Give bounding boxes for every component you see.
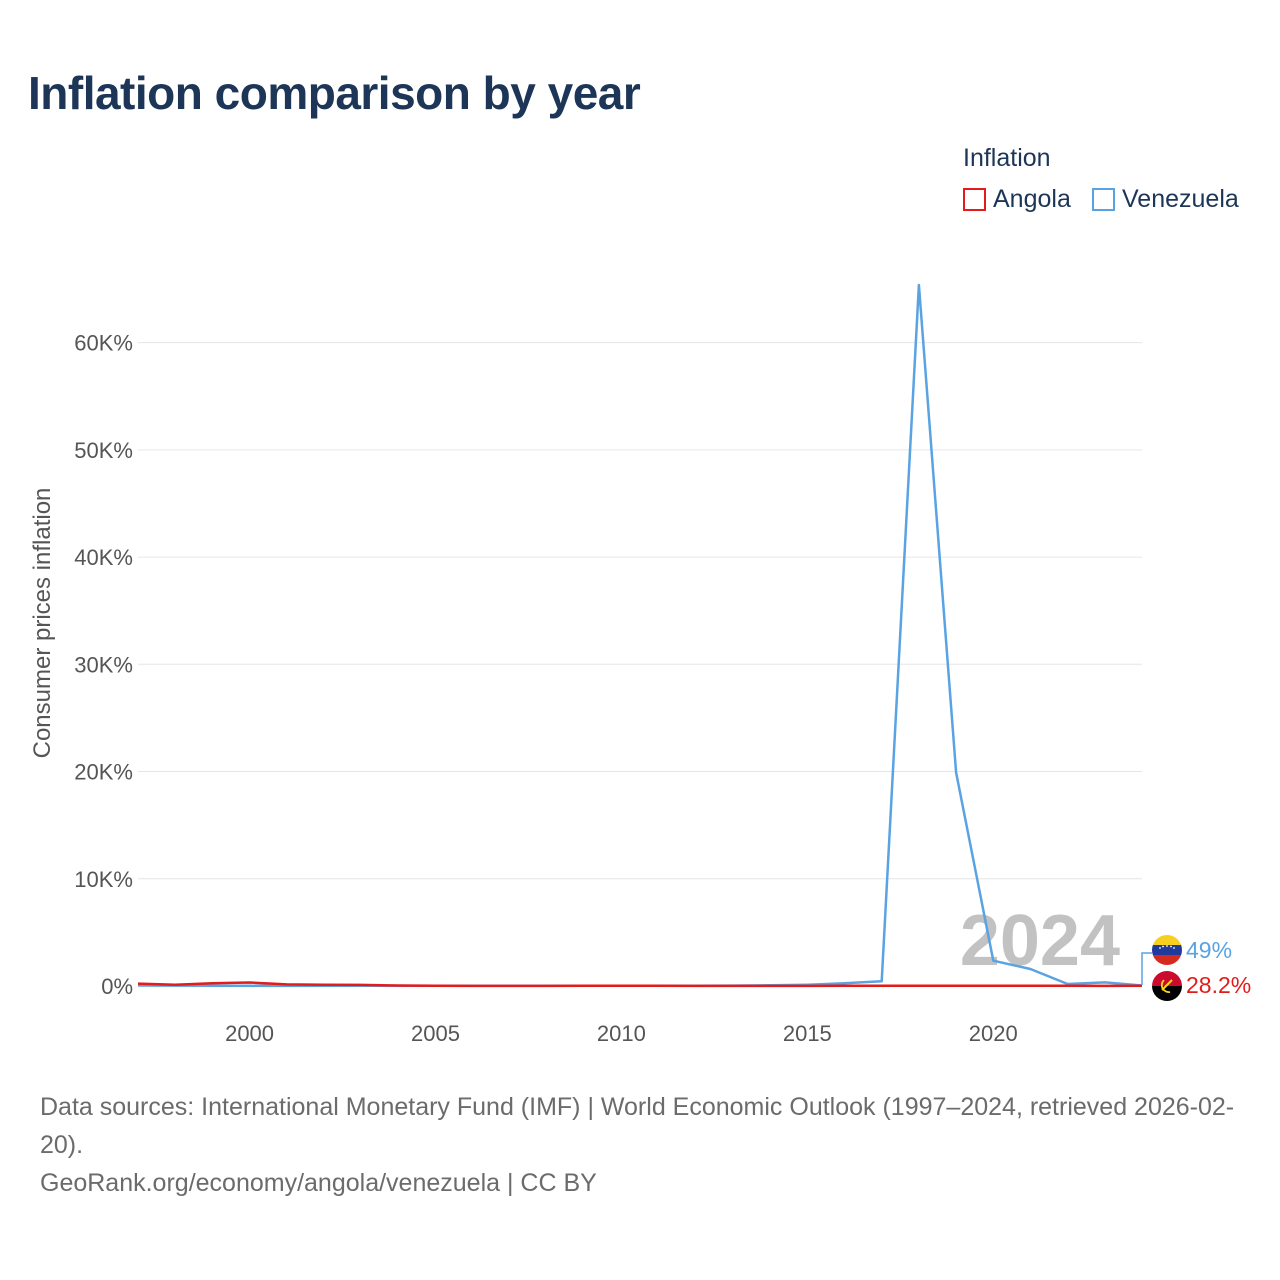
y-tick-label: 60K% xyxy=(74,331,133,356)
legend-label-angola: Angola xyxy=(993,185,1071,213)
end-labels: 49% 28.2% xyxy=(1141,935,1251,1001)
legend-item-venezuela[interactable]: Venezuela xyxy=(1092,185,1239,214)
y-axis-label: Consumer prices inflation xyxy=(29,488,56,759)
y-axis-ticks: 0% 10K% 20K% 30K% 40K% 50K% 60K% xyxy=(74,331,133,999)
y-tick-label: 20K% xyxy=(74,760,133,785)
series-line-angola[interactable] xyxy=(137,981,1143,988)
line-chart: 0%10K%20K%30K%40K%50K%60K% 2000 2005 2010 2… xyxy=(29,283,1251,1046)
y-tick-label: 30K% xyxy=(74,652,133,677)
series-lines xyxy=(137,283,1143,988)
series-line-venezuela[interactable] xyxy=(137,283,1143,988)
y-tick-label: 10K% xyxy=(74,867,133,892)
y-gridlines xyxy=(138,342,1142,880)
source-link[interactable]: GeoRank.org/economy/angola/venezuela | C… xyxy=(40,1169,597,1197)
source-line: Data sources: International Monetary Fun… xyxy=(40,1093,1235,1159)
legend-swatch-venezuela xyxy=(1092,188,1115,211)
x-axis-ticks: 2000 2005 2010 2015 2020 xyxy=(225,1021,1018,1046)
legend-swatch-angola xyxy=(963,188,986,211)
legend-item-angola[interactable]: Angola xyxy=(963,185,1071,214)
x-tick-label: 2010 xyxy=(597,1021,646,1046)
legend-label-venezuela: Venezuela xyxy=(1122,185,1239,213)
x-tick-label: 2000 xyxy=(225,1021,274,1046)
year-annotation: 2024 xyxy=(960,901,1120,981)
source-footer: Data sources: International Monetary Fun… xyxy=(40,1088,1250,1202)
chart-title: Inflation comparison by year xyxy=(28,67,641,119)
y-tick-label: 40K% xyxy=(74,545,133,570)
venezuela-end-connector xyxy=(1141,952,1152,985)
y-tick-label: 50K% xyxy=(74,438,133,463)
angola-end-label: 28.2% xyxy=(1186,972,1251,998)
venezuela-flag-icon xyxy=(1152,935,1182,965)
x-tick-label: 2005 xyxy=(411,1021,460,1046)
angola-flag-icon xyxy=(1152,971,1182,1001)
x-tick-label: 2020 xyxy=(969,1021,1018,1046)
venezuela-end-label: 49% xyxy=(1186,937,1232,963)
legend-title: Inflation xyxy=(963,144,1051,172)
y-tick-label: 0% xyxy=(101,974,133,999)
x-tick-label: 2015 xyxy=(783,1021,832,1046)
